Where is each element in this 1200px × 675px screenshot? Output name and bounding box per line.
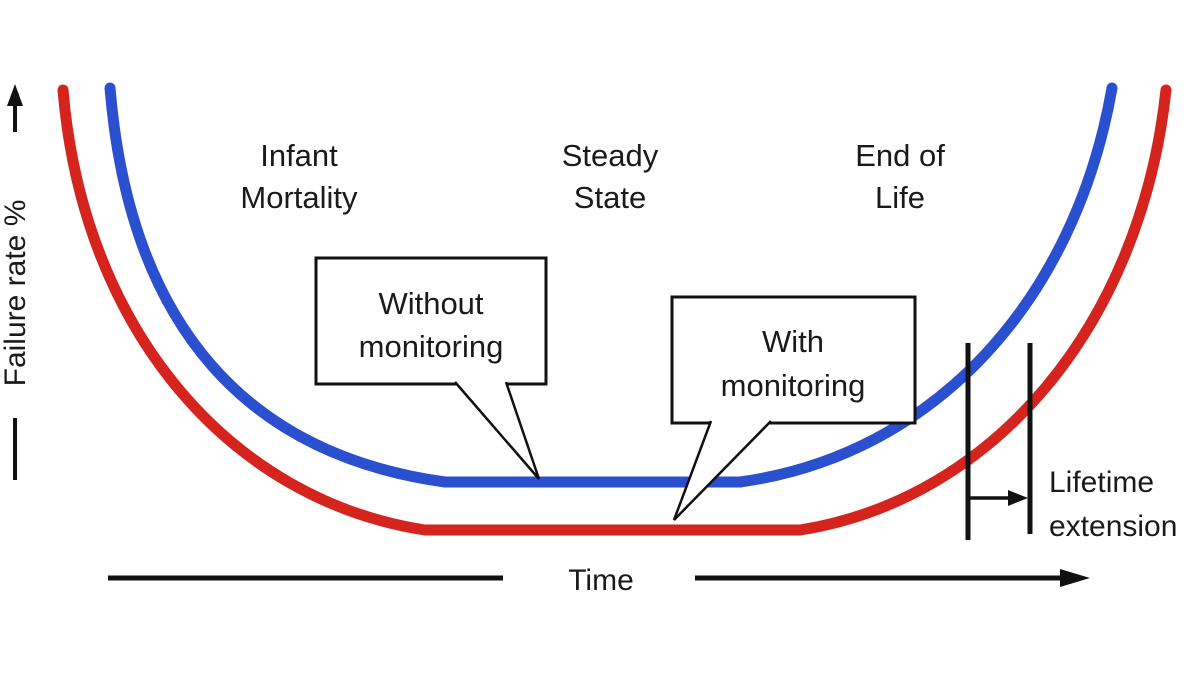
with-monitoring-callout-box: [670, 295, 917, 425]
without-monitoring-callout-tail: [454, 381, 541, 480]
phase-steady-state-line1: Steady: [562, 138, 659, 173]
curve-with-monitoring: [57, 84, 1172, 536]
phase-infant-mortality-line1: Infant: [260, 138, 338, 173]
x-axis-label: Time: [568, 564, 634, 597]
lifetime-extension-label-line1: Lifetime: [1049, 466, 1154, 499]
with-monitoring-label-line1: With: [762, 324, 824, 359]
without-monitoring-callout-box: [314, 256, 548, 386]
without-monitoring-label-line2: monitoring: [359, 329, 504, 364]
phase-steady-state-line2: State: [574, 180, 646, 215]
y-axis-up-arrow-icon: [7, 84, 23, 106]
curve-without-monitoring: [104, 82, 1118, 488]
with-monitoring-callout-tail: [672, 420, 772, 521]
x-axis-right-arrow-icon: [1060, 569, 1090, 587]
y-axis-label: Failure rate %: [0, 200, 32, 387]
with-monitoring-label-line2: monitoring: [721, 368, 866, 403]
without-monitoring-label-line1: Without: [378, 286, 483, 321]
phase-end-of-life-line2: Life: [875, 180, 925, 215]
phase-infant-mortality-line2: Mortality: [240, 180, 358, 215]
lifetime-extension-arrow-icon: [1008, 490, 1028, 506]
lifetime-extension-label-line2: extension: [1049, 510, 1177, 543]
phase-end-of-life-line1: End of: [855, 138, 945, 173]
